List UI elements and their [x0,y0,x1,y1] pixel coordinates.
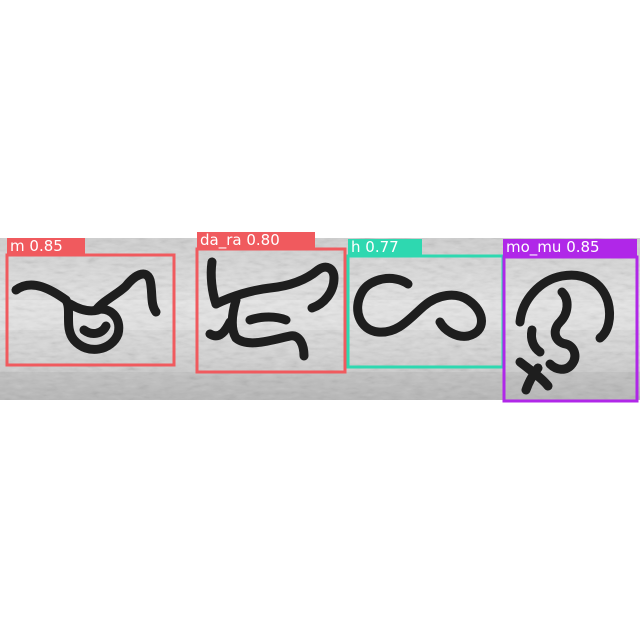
label-m-conf: 0.85 [29,237,63,255]
label-m-class: m [10,237,25,255]
bbox-da-ra [195,247,347,374]
label-h: h 0.77 [348,239,422,256]
label-h-class: h [351,238,361,256]
glyph-mo-mu [515,270,615,395]
label-mo-mu-conf: 0.85 [566,238,600,256]
glyph-m [11,269,161,354]
label-mo-mu: mo_mu 0.85 [503,239,637,256]
label-da-ra-conf: 0.80 [246,231,280,249]
glyph-h [353,273,486,341]
label-da-ra-class: da_ra [200,231,242,249]
label-mo-mu-class: mo_mu [506,238,562,256]
label-h-conf: 0.77 [365,238,399,256]
glyph-da-ra [205,257,339,361]
label-m: m 0.85 [7,238,85,255]
bbox-m [5,253,176,367]
bbox-mo-mu [502,255,639,403]
label-da-ra: da_ra 0.80 [197,232,315,249]
